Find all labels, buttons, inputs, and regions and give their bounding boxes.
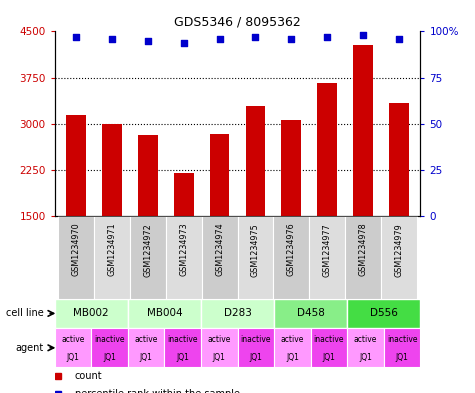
Bar — [55, 299, 128, 328]
Text: active: active — [208, 336, 231, 344]
Text: GSM1234979: GSM1234979 — [394, 223, 403, 277]
Text: GSM1234977: GSM1234977 — [323, 223, 332, 277]
Text: GSM1234974: GSM1234974 — [215, 223, 224, 276]
Bar — [311, 328, 347, 367]
Text: count: count — [75, 371, 103, 381]
Text: JQ1: JQ1 — [249, 353, 262, 362]
Bar — [58, 216, 94, 299]
Text: percentile rank within the sample: percentile rank within the sample — [75, 389, 240, 393]
Bar — [273, 216, 309, 299]
Bar — [209, 134, 229, 216]
Text: JQ1: JQ1 — [396, 353, 408, 362]
Text: GSM1234972: GSM1234972 — [143, 223, 152, 277]
Point — [323, 34, 331, 40]
Bar — [389, 103, 408, 216]
Point — [180, 39, 188, 46]
Bar — [384, 328, 420, 367]
Bar — [202, 216, 238, 299]
Bar — [174, 173, 194, 216]
Bar — [381, 216, 417, 299]
Text: agent: agent — [15, 343, 44, 353]
Bar — [91, 328, 128, 367]
Bar — [55, 328, 91, 367]
Text: inactive: inactive — [94, 336, 125, 344]
Point — [144, 37, 152, 44]
Point — [395, 36, 403, 42]
Bar — [66, 114, 86, 216]
Bar — [238, 328, 274, 367]
Bar — [345, 216, 381, 299]
Text: GSM1234978: GSM1234978 — [359, 223, 368, 276]
Bar — [128, 299, 201, 328]
Point — [287, 36, 295, 42]
Bar — [347, 299, 420, 328]
Text: D458: D458 — [297, 309, 324, 318]
Text: JQ1: JQ1 — [140, 353, 152, 362]
Bar — [353, 45, 373, 216]
Text: active: active — [134, 336, 158, 344]
Text: JQ1: JQ1 — [286, 353, 299, 362]
Point — [108, 36, 116, 42]
Point — [252, 34, 259, 40]
Point — [216, 36, 223, 42]
Bar — [102, 124, 122, 216]
Text: inactive: inactive — [240, 336, 271, 344]
Text: MB004: MB004 — [147, 309, 182, 318]
Bar — [317, 83, 337, 216]
Point — [72, 34, 80, 40]
Bar — [164, 328, 201, 367]
Text: inactive: inactive — [387, 336, 418, 344]
Text: JQ1: JQ1 — [66, 353, 79, 362]
Text: GSM1234970: GSM1234970 — [72, 223, 81, 276]
Bar — [347, 328, 384, 367]
Text: GSM1234976: GSM1234976 — [287, 223, 296, 276]
Bar — [274, 328, 311, 367]
Bar — [128, 328, 164, 367]
Text: inactive: inactive — [314, 336, 344, 344]
Bar — [94, 216, 130, 299]
Text: active: active — [61, 336, 85, 344]
Text: JQ1: JQ1 — [213, 353, 226, 362]
Text: D556: D556 — [370, 309, 398, 318]
Point — [359, 32, 367, 38]
Bar — [246, 106, 266, 216]
Text: active: active — [281, 336, 304, 344]
Bar — [274, 299, 347, 328]
Text: JQ1: JQ1 — [103, 353, 116, 362]
Bar — [166, 216, 202, 299]
Text: JQ1: JQ1 — [359, 353, 372, 362]
Bar — [281, 120, 301, 216]
Text: inactive: inactive — [167, 336, 198, 344]
Text: GSM1234971: GSM1234971 — [107, 223, 116, 276]
Text: MB002: MB002 — [73, 309, 109, 318]
Bar — [130, 216, 166, 299]
Text: JQ1: JQ1 — [176, 353, 189, 362]
Bar — [309, 216, 345, 299]
Bar — [201, 328, 238, 367]
Text: D283: D283 — [224, 309, 251, 318]
Text: JQ1: JQ1 — [323, 353, 335, 362]
Title: GDS5346 / 8095362: GDS5346 / 8095362 — [174, 16, 301, 29]
Bar — [201, 299, 274, 328]
Text: GSM1234973: GSM1234973 — [179, 223, 188, 276]
Text: cell line: cell line — [6, 309, 44, 318]
Bar — [238, 216, 273, 299]
Text: active: active — [354, 336, 377, 344]
Bar — [138, 135, 158, 216]
Text: GSM1234975: GSM1234975 — [251, 223, 260, 277]
